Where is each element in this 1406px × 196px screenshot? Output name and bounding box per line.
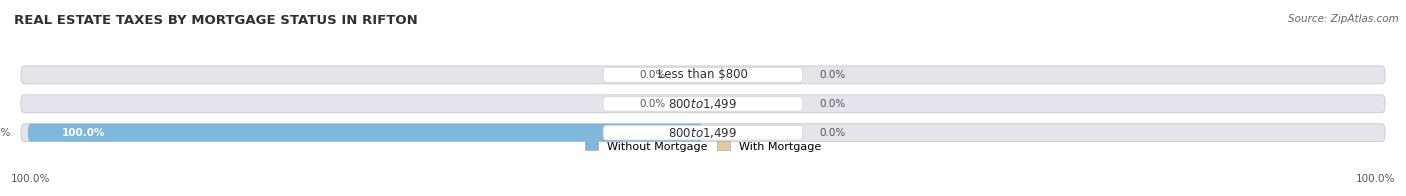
Text: 0.0%: 0.0% <box>820 128 845 138</box>
Text: 100.0%: 100.0% <box>11 174 51 184</box>
FancyBboxPatch shape <box>28 124 703 142</box>
FancyBboxPatch shape <box>21 95 1385 113</box>
Text: 0.0%: 0.0% <box>640 70 666 80</box>
Text: 100.0%: 100.0% <box>0 128 11 138</box>
Text: Less than $800: Less than $800 <box>658 68 748 81</box>
Text: REAL ESTATE TAXES BY MORTGAGE STATUS IN RIFTON: REAL ESTATE TAXES BY MORTGAGE STATUS IN … <box>14 14 418 27</box>
Text: 100.0%: 100.0% <box>1355 174 1395 184</box>
Text: 0.0%: 0.0% <box>640 99 666 109</box>
Text: 0.0%: 0.0% <box>820 70 845 80</box>
FancyBboxPatch shape <box>603 125 803 140</box>
Text: Source: ZipAtlas.com: Source: ZipAtlas.com <box>1288 14 1399 24</box>
Text: 100.0%: 100.0% <box>62 128 105 138</box>
FancyBboxPatch shape <box>603 96 803 111</box>
Text: 0.0%: 0.0% <box>820 99 845 109</box>
FancyBboxPatch shape <box>603 68 803 82</box>
Text: $800 to $1,499: $800 to $1,499 <box>668 97 738 111</box>
FancyBboxPatch shape <box>21 124 1385 142</box>
Legend: Without Mortgage, With Mortgage: Without Mortgage, With Mortgage <box>585 142 821 152</box>
Text: $800 to $1,499: $800 to $1,499 <box>668 126 738 140</box>
FancyBboxPatch shape <box>21 66 1385 84</box>
